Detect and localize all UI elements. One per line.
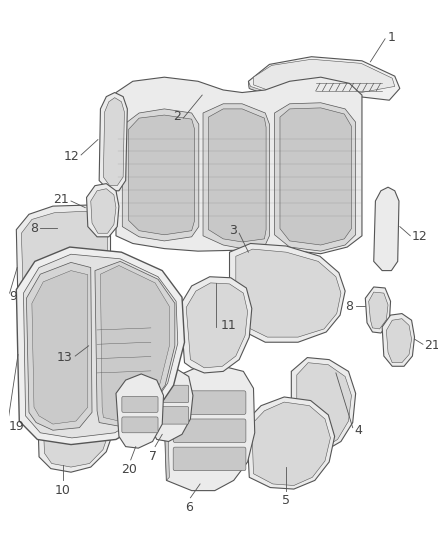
Text: 20: 20 xyxy=(120,464,137,477)
Polygon shape xyxy=(58,206,84,251)
Text: 5: 5 xyxy=(282,494,290,507)
Polygon shape xyxy=(62,211,81,247)
Polygon shape xyxy=(91,189,116,233)
Polygon shape xyxy=(374,187,399,271)
Polygon shape xyxy=(21,211,108,322)
FancyBboxPatch shape xyxy=(152,385,189,402)
FancyBboxPatch shape xyxy=(122,397,158,413)
Text: 1: 1 xyxy=(387,31,395,44)
Polygon shape xyxy=(236,249,341,337)
Polygon shape xyxy=(254,59,395,93)
Text: 10: 10 xyxy=(55,484,71,497)
Polygon shape xyxy=(180,277,252,373)
Polygon shape xyxy=(37,378,115,472)
Polygon shape xyxy=(116,374,163,448)
Polygon shape xyxy=(99,93,127,191)
Polygon shape xyxy=(186,283,247,368)
Text: 19: 19 xyxy=(9,420,25,433)
Text: 12: 12 xyxy=(412,230,427,244)
Polygon shape xyxy=(100,265,170,421)
Text: 3: 3 xyxy=(229,224,237,237)
Polygon shape xyxy=(297,362,351,448)
Text: 6: 6 xyxy=(185,501,193,514)
Polygon shape xyxy=(230,244,345,342)
Polygon shape xyxy=(94,310,152,393)
Polygon shape xyxy=(208,109,266,242)
Polygon shape xyxy=(275,103,356,251)
Circle shape xyxy=(55,420,62,428)
FancyBboxPatch shape xyxy=(173,419,246,442)
Text: 12: 12 xyxy=(64,150,79,163)
Polygon shape xyxy=(26,262,92,430)
Polygon shape xyxy=(95,261,175,426)
Text: 8: 8 xyxy=(30,222,38,235)
Polygon shape xyxy=(369,292,388,329)
Polygon shape xyxy=(248,56,400,100)
Polygon shape xyxy=(386,319,412,362)
Polygon shape xyxy=(116,77,362,254)
FancyBboxPatch shape xyxy=(122,417,158,433)
Polygon shape xyxy=(129,115,194,235)
Text: 21: 21 xyxy=(424,339,438,352)
Polygon shape xyxy=(88,303,157,399)
Polygon shape xyxy=(16,247,184,445)
Polygon shape xyxy=(148,368,193,441)
Text: 8: 8 xyxy=(346,300,353,313)
Text: 7: 7 xyxy=(148,450,156,463)
Polygon shape xyxy=(280,108,351,245)
Polygon shape xyxy=(122,109,199,241)
FancyBboxPatch shape xyxy=(173,447,246,471)
Polygon shape xyxy=(163,366,255,490)
Text: 2: 2 xyxy=(173,110,181,123)
Text: 4: 4 xyxy=(354,424,362,437)
Polygon shape xyxy=(248,81,268,95)
Polygon shape xyxy=(291,358,356,452)
Text: 13: 13 xyxy=(57,351,73,364)
FancyBboxPatch shape xyxy=(152,407,189,424)
Polygon shape xyxy=(42,383,110,467)
Polygon shape xyxy=(103,98,124,185)
Polygon shape xyxy=(24,254,178,438)
Text: 11: 11 xyxy=(221,319,237,332)
Polygon shape xyxy=(365,287,391,333)
Text: 21: 21 xyxy=(53,193,68,206)
Polygon shape xyxy=(252,402,330,486)
Text: 9: 9 xyxy=(9,289,17,303)
Polygon shape xyxy=(87,183,119,237)
FancyBboxPatch shape xyxy=(173,391,246,414)
Polygon shape xyxy=(32,271,88,424)
Polygon shape xyxy=(246,397,335,489)
Polygon shape xyxy=(203,104,269,248)
Polygon shape xyxy=(382,313,414,366)
Polygon shape xyxy=(163,393,170,480)
Polygon shape xyxy=(16,205,110,327)
